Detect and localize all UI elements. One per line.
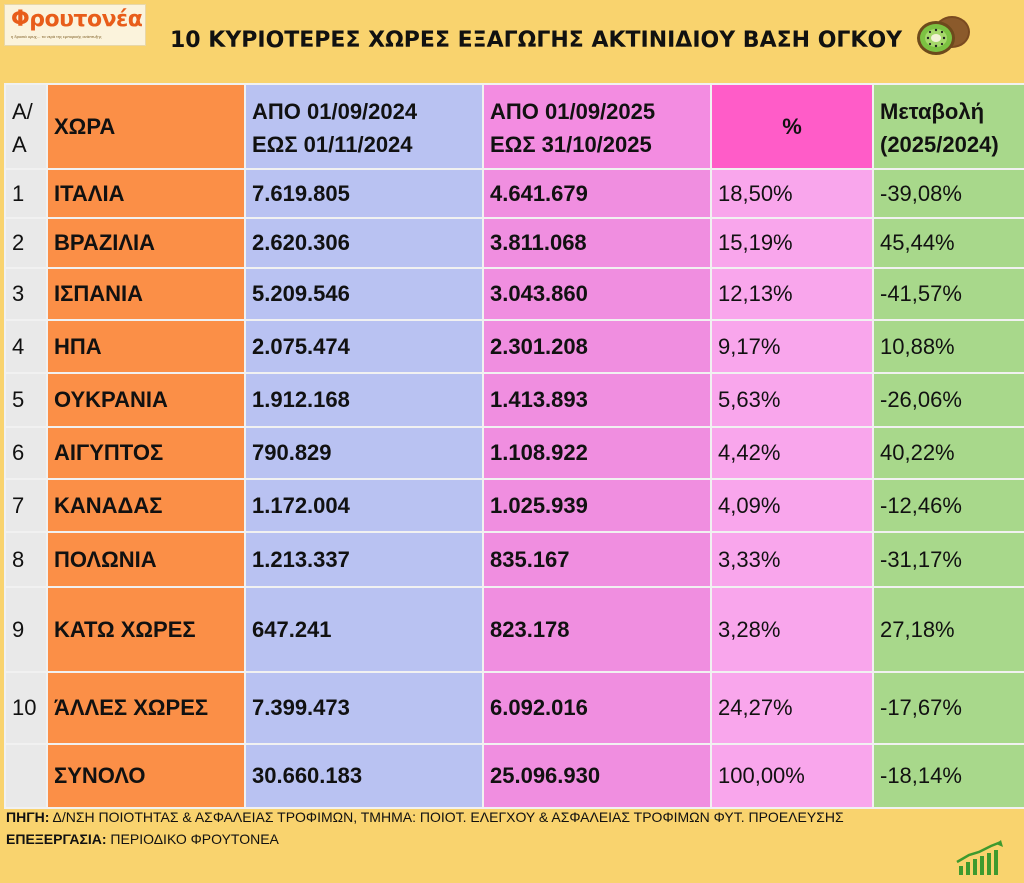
row-country: ΟΥΚΡΑΝΙΑ [46, 372, 246, 428]
row-country: ΠΟΛΩΝΙΑ [46, 531, 246, 588]
table-row: 3 ΙΣΠΑΝΙΑ 5.209.546 3.043.860 12,13% -41,57% [4, 267, 1024, 321]
growth-chart-icon [956, 840, 1003, 875]
row-volume-2024: 1.172.004 [244, 478, 484, 533]
row-country: ΒΡΑΖΙΛΙΑ [46, 217, 246, 269]
header-aa: Α/ Α [4, 83, 48, 170]
row-volume-2024: 2.620.306 [244, 217, 484, 269]
row-index: 2 [4, 217, 48, 269]
row-index: 10 [4, 671, 48, 745]
row-change: -18,14% [872, 743, 1024, 809]
row-country: ΑΙΓΥΠΤΟΣ [46, 426, 246, 480]
row-volume-2024: 7.619.805 [244, 168, 484, 219]
row-volume-2024: 5.209.546 [244, 267, 484, 321]
row-share: 24,27% [710, 671, 874, 745]
row-volume-2025: 6.092.016 [482, 671, 712, 745]
processing-line: ΕΠΕΞΕΡΓΑΣΙΑ: ΠΕΡΙΟΔΙΚΟ ΦΡΟΥΤΟΝΕΑ [6, 831, 279, 847]
row-index: 1 [4, 168, 48, 219]
row-country: ΚΑΝΑΔΑΣ [46, 478, 246, 533]
row-change: -31,17% [872, 531, 1024, 588]
page-title: 10 ΚΥΡΙΟΤΕΡΕΣ ΧΩΡΕΣ ΕΞΑΓΩΓΗΣ ΑΚΤΙΝΙΔΙΟΥ … [170, 28, 903, 53]
footer-notes: ΠΗΓΗ: Δ/ΝΣΗ ΠΟΙΟΤΗΤΑΣ & ΑΣΦΑΛΕΙΑΣ ΤΡΟΦΙΜ… [6, 806, 844, 850]
row-share: 100,00% [710, 743, 874, 809]
table-row: 1 ΙΤΑΛΙΑ 7.619.805 4.641.679 18,50% -39,08% [4, 168, 1024, 219]
header-percent: % [710, 83, 874, 170]
row-volume-2025: 25.096.930 [482, 743, 712, 809]
header: Φρουτονέα η δροσιά ορυχ… τα νερά της εμπ… [0, 0, 1024, 83]
kiwi-icon [917, 16, 970, 55]
total-row: ΣΥΝΟΛΟ 30.660.183 25.096.930 100,00% -18,14% [4, 743, 1024, 809]
row-country: ΣΥΝΟΛΟ [46, 743, 246, 809]
row-volume-2024: 30.660.183 [244, 743, 484, 809]
row-index: 8 [4, 531, 48, 588]
logo-name: Φρουτονέα [11, 7, 143, 32]
exports-table: Α/ Α ΧΩΡΑ ΑΠΟ 01/09/2024 ΕΩΣ 01/11/2024 … [4, 83, 1024, 809]
row-share: 18,50% [710, 168, 874, 219]
table-row: 4 ΗΠΑ 2.075.474 2.301.208 9,17% 10,88% [4, 319, 1024, 374]
row-share: 9,17% [710, 319, 874, 374]
row-volume-2025: 4.641.679 [482, 168, 712, 219]
brand-logo: Φρουτονέα η δροσιά ορυχ… τα νερά της εμπ… [4, 4, 146, 46]
row-share: 4,09% [710, 478, 874, 533]
row-change: 45,44% [872, 217, 1024, 269]
row-share: 15,19% [710, 217, 874, 269]
row-index: 7 [4, 478, 48, 533]
header-period-2024: ΑΠΟ 01/09/2024 ΕΩΣ 01/11/2024 [244, 83, 484, 170]
row-change: -12,46% [872, 478, 1024, 533]
row-index: 9 [4, 586, 48, 673]
header-change: Μεταβολή (2025/2024) [872, 83, 1024, 170]
row-share: 4,42% [710, 426, 874, 480]
row-volume-2024: 7.399.473 [244, 671, 484, 745]
table-row: 2 ΒΡΑΖΙΛΙΑ 2.620.306 3.811.068 15,19% 45,44% [4, 217, 1024, 269]
row-share: 3,28% [710, 586, 874, 673]
row-index: 5 [4, 372, 48, 428]
row-country: ΗΠΑ [46, 319, 246, 374]
row-volume-2025: 1.413.893 [482, 372, 712, 428]
header-country: ΧΩΡΑ [46, 83, 246, 170]
row-index [4, 743, 48, 809]
row-change: 10,88% [872, 319, 1024, 374]
row-change: -41,57% [872, 267, 1024, 321]
row-change: -26,06% [872, 372, 1024, 428]
row-change: -17,67% [872, 671, 1024, 745]
table-row: 7 ΚΑΝΑΔΑΣ 1.172.004 1.025.939 4,09% -12,46% [4, 478, 1024, 533]
row-volume-2025: 2.301.208 [482, 319, 712, 374]
row-country: ΚΑΤΩ ΧΩΡΕΣ [46, 586, 246, 673]
row-share: 3,33% [710, 531, 874, 588]
row-index: 6 [4, 426, 48, 480]
logo-tagline: η δροσιά ορυχ… τα νερά της εμπορικής ανά… [11, 34, 102, 39]
header-period-2025: ΑΠΟ 01/09/2025 ΕΩΣ 31/10/2025 [482, 83, 712, 170]
row-index: 3 [4, 267, 48, 321]
row-share: 12,13% [710, 267, 874, 321]
row-index: 4 [4, 319, 48, 374]
row-change: 40,22% [872, 426, 1024, 480]
row-volume-2025: 3.043.860 [482, 267, 712, 321]
row-volume-2025: 823.178 [482, 586, 712, 673]
row-volume-2024: 647.241 [244, 586, 484, 673]
row-country: ΆΛΛΕΣ ΧΩΡΕΣ [46, 671, 246, 745]
table-row: 10 ΆΛΛΕΣ ΧΩΡΕΣ 7.399.473 6.092.016 24,27% -17… [4, 671, 1024, 745]
row-change: -39,08% [872, 168, 1024, 219]
table-row: 5 ΟΥΚΡΑΝΙΑ 1.912.168 1.413.893 5,63% -26,06% [4, 372, 1024, 428]
row-country: ΙΣΠΑΝΙΑ [46, 267, 246, 321]
row-volume-2025: 1.025.939 [482, 478, 712, 533]
row-volume-2025: 1.108.922 [482, 426, 712, 480]
row-share: 5,63% [710, 372, 874, 428]
row-volume-2024: 790.829 [244, 426, 484, 480]
source-line: ΠΗΓΗ: Δ/ΝΣΗ ΠΟΙΟΤΗΤΑΣ & ΑΣΦΑΛΕΙΑΣ ΤΡΟΦΙΜ… [6, 809, 844, 825]
table-row: 8 ΠΟΛΩΝΙΑ 1.213.337 835.167 3,33% -31,17% [4, 531, 1024, 588]
table-header-row: Α/ Α ΧΩΡΑ ΑΠΟ 01/09/2024 ΕΩΣ 01/11/2024 … [4, 83, 1024, 170]
row-volume-2025: 3.811.068 [482, 217, 712, 269]
row-change: 27,18% [872, 586, 1024, 673]
row-volume-2024: 1.912.168 [244, 372, 484, 428]
row-volume-2024: 1.213.337 [244, 531, 484, 588]
table-row: 9 ΚΑΤΩ ΧΩΡΕΣ 647.241 823.178 3,28% 27,18% [4, 586, 1024, 673]
table-row: 6 ΑΙΓΥΠΤΟΣ 790.829 1.108.922 4,42% 40,22% [4, 426, 1024, 480]
row-volume-2025: 835.167 [482, 531, 712, 588]
row-volume-2024: 2.075.474 [244, 319, 484, 374]
row-country: ΙΤΑΛΙΑ [46, 168, 246, 219]
